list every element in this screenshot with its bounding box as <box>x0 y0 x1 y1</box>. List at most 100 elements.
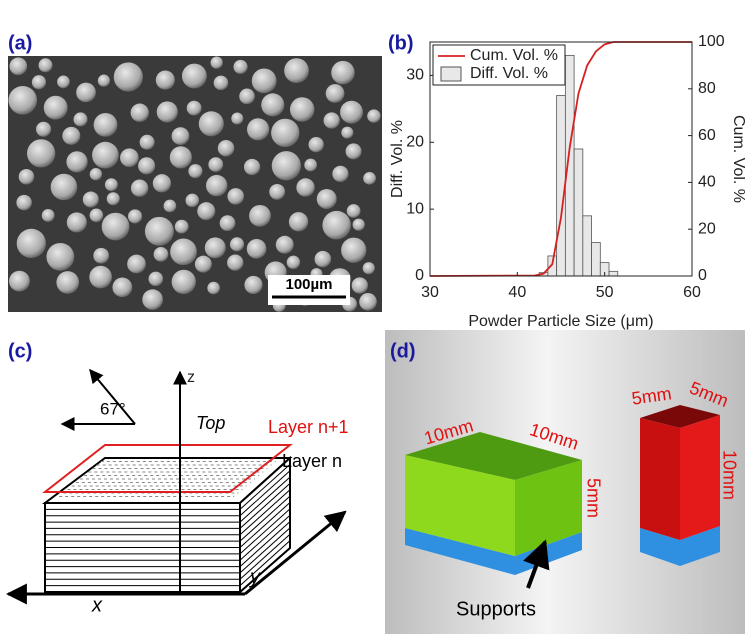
particle <box>252 68 277 93</box>
legend-label: Cum. Vol. % <box>470 47 558 64</box>
x-tick-label: 50 <box>596 284 614 301</box>
layer-label: Layer n+1 <box>268 417 349 437</box>
particle <box>290 97 314 121</box>
particle <box>36 122 51 137</box>
particle <box>363 172 376 185</box>
particle <box>187 101 202 116</box>
x-tick-label: 60 <box>683 284 701 301</box>
particle <box>149 272 164 287</box>
particle <box>218 140 235 157</box>
particle <box>206 175 227 196</box>
particle <box>188 164 202 178</box>
scale-bar-label: 100µm <box>285 276 332 293</box>
particle <box>93 248 109 264</box>
particle <box>164 200 177 213</box>
histogram-bar <box>574 149 583 276</box>
particle <box>272 151 301 180</box>
particle <box>331 61 354 84</box>
particle <box>170 146 192 168</box>
y-tick-label: 0 <box>415 267 424 284</box>
particle <box>114 62 143 91</box>
y2-tick-label: 100 <box>698 33 725 50</box>
particle <box>340 101 363 124</box>
particle <box>324 112 340 128</box>
particle <box>156 70 175 89</box>
pillar-side <box>680 415 720 540</box>
pillar-front <box>640 418 680 540</box>
particle <box>347 204 361 218</box>
particle <box>105 178 118 191</box>
x-tick-label: 30 <box>421 284 439 301</box>
particle <box>309 137 324 152</box>
particle <box>186 194 200 208</box>
particle <box>170 238 197 265</box>
particle <box>289 212 308 231</box>
particle <box>19 169 35 185</box>
particle <box>131 179 148 196</box>
particle <box>67 212 87 232</box>
particle <box>315 251 331 267</box>
particle <box>367 109 380 122</box>
dimension: 10mm <box>719 450 739 500</box>
histogram-bar <box>583 216 592 276</box>
particle <box>332 166 348 182</box>
particle <box>363 262 375 274</box>
dimension: 5mm <box>583 478 603 518</box>
particle <box>8 86 37 115</box>
particle <box>94 113 118 137</box>
particle <box>249 205 271 227</box>
particle <box>244 276 262 294</box>
particle <box>208 157 223 172</box>
particle <box>107 192 120 205</box>
particle <box>128 209 142 223</box>
particle <box>172 127 190 145</box>
particle <box>284 58 309 83</box>
angle-label: 67° <box>100 399 126 418</box>
particle <box>172 270 196 294</box>
particle <box>230 237 244 251</box>
particle <box>66 151 87 172</box>
y2-tick-label: 60 <box>698 127 716 144</box>
axis-label: x <box>91 594 103 616</box>
legend-label: Diff. Vol. % <box>470 65 548 82</box>
panel-label: (c) <box>8 340 32 362</box>
particle <box>142 289 163 310</box>
particle <box>271 119 299 147</box>
particle <box>140 135 155 150</box>
particle <box>341 127 353 139</box>
particle <box>9 57 27 75</box>
panel-label: (b) <box>388 32 414 54</box>
particle <box>346 143 362 159</box>
particle <box>296 178 314 196</box>
particle <box>244 159 260 175</box>
particle <box>227 188 244 205</box>
particle <box>304 159 317 172</box>
particle <box>197 202 215 220</box>
particle <box>112 277 132 297</box>
y2-tick-label: 80 <box>698 80 716 97</box>
particle <box>74 112 88 126</box>
legend-swatch <box>441 67 461 81</box>
particle <box>39 58 53 72</box>
particle <box>102 213 130 241</box>
particle <box>17 229 46 258</box>
particle <box>127 255 146 274</box>
particle <box>199 111 224 136</box>
particle <box>227 254 243 270</box>
particle <box>276 236 294 254</box>
particle <box>214 76 229 91</box>
particle <box>76 83 96 103</box>
panel-label: (d) <box>390 340 416 362</box>
chart: 304050600102030020406080100Powder Partic… <box>389 33 745 330</box>
particle <box>32 75 46 89</box>
particle <box>211 57 223 69</box>
particle <box>269 184 285 200</box>
particle <box>352 277 368 293</box>
particle <box>51 174 78 201</box>
particle <box>120 148 139 167</box>
particle <box>341 238 366 263</box>
particle <box>145 217 174 246</box>
histogram-bar <box>609 271 618 276</box>
particle <box>175 220 189 234</box>
particle <box>90 168 102 180</box>
